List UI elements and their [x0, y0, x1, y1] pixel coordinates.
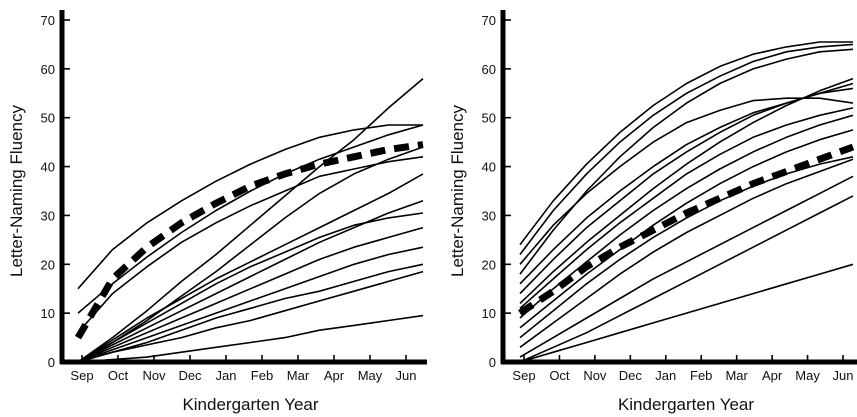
y-tick-label: 0	[489, 355, 496, 370]
x-tick-label-jun: Jun	[396, 368, 417, 383]
x-axis-title: Kindergarten Year	[182, 395, 318, 414]
x-tick-label-apr: Apr	[762, 368, 783, 383]
x-tick-label-apr: Apr	[324, 368, 345, 383]
x-tick-label-jan: Jan	[216, 368, 237, 383]
x-tick-label-sep: Sep	[70, 368, 93, 383]
series-line-1	[77, 124, 423, 290]
y-tick-label: 50	[482, 111, 496, 126]
x-tick-label-may: May	[795, 368, 820, 383]
y-axis-title: Letter-Naming Fluency	[7, 105, 26, 277]
series-line-11	[77, 263, 424, 363]
series-line-9	[77, 226, 424, 363]
series-line-3	[77, 156, 424, 334]
series-line-4	[77, 77, 424, 363]
y-tick-label: 30	[482, 208, 496, 223]
series-line-12	[519, 158, 854, 348]
x-tick-label-oct: Oct	[108, 368, 129, 383]
x-tick-label-jan: Jan	[655, 368, 676, 383]
series-line-14	[519, 195, 854, 363]
series-line-13	[77, 314, 424, 363]
x-tick-label-nov: Nov	[142, 368, 166, 383]
y-tick-label: 70	[482, 13, 496, 28]
y-tick-label: 20	[482, 257, 496, 272]
chart-panel-left: 0 10 20 30 40 50 60 70 Sep Oct Nov Dec Jan Feb Mar Apr M…	[7, 10, 427, 414]
x-tick-label-dec: Dec	[178, 368, 202, 383]
y-tick-label: 30	[41, 208, 55, 223]
series-line-1	[519, 41, 853, 246]
series-line-12	[77, 270, 424, 363]
series-line-mean-dashed	[518, 143, 855, 317]
y-tick-label: 20	[41, 257, 55, 272]
x-tick-label-nov: Nov	[583, 368, 607, 383]
x-tick-label-feb: Feb	[251, 368, 273, 383]
y-tick-label: 10	[41, 306, 55, 321]
series-line-10	[519, 129, 854, 329]
series-line-7	[519, 77, 854, 304]
x-tick-label-mar: Mar	[725, 368, 748, 383]
y-axis-title: Letter-Naming Fluency	[448, 105, 467, 277]
y-tick-label: 40	[41, 160, 55, 175]
y-tick-label: 60	[482, 62, 496, 77]
y-tick-label: 50	[41, 111, 55, 126]
series-line-mean-dashed	[74, 141, 424, 340]
series-line-2	[77, 124, 424, 314]
series-line-9	[519, 114, 854, 319]
x-tick-label-jun: Jun	[833, 368, 854, 383]
x-tick-label-oct: Oct	[549, 368, 570, 383]
x-axis-title: Kindergarten Year	[618, 395, 754, 414]
series-line-5	[77, 146, 424, 363]
series-line-2	[519, 43, 854, 255]
series-line-13	[519, 175, 854, 358]
series-line-6	[77, 173, 424, 363]
y-tick-label: 60	[41, 62, 55, 77]
series-line-8	[519, 107, 854, 309]
y-tick-label: 70	[41, 13, 55, 28]
series-line-8	[77, 200, 424, 363]
x-tick-label-mar: Mar	[287, 368, 310, 383]
series-line-5	[519, 87, 854, 285]
y-tick-label: 40	[482, 160, 496, 175]
y-tick-label: 0	[48, 355, 55, 370]
x-tick-label-may: May	[358, 368, 383, 383]
series-line-15	[519, 263, 854, 363]
y-tick-label: 10	[482, 306, 496, 321]
series-line-10	[77, 246, 424, 363]
chart-panel-right: 0 10 20 30 40 50 60 70 Sep Oct Nov Dec Jan Feb Mar Apr M…	[448, 10, 857, 414]
x-tick-label-feb: Feb	[690, 368, 712, 383]
series-line-4	[519, 97, 854, 265]
x-tick-label-dec: Dec	[619, 368, 643, 383]
x-tick-label-sep: Sep	[512, 368, 535, 383]
